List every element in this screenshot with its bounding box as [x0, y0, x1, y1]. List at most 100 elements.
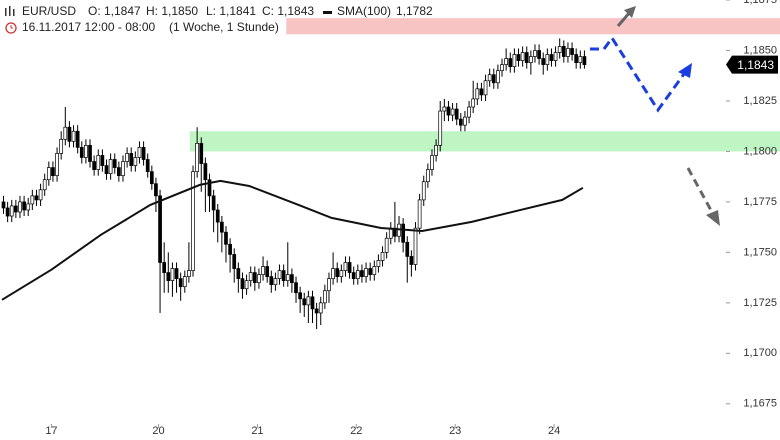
candle-body	[121, 161, 125, 177]
candle-body	[545, 54, 550, 65]
candle-body	[236, 268, 241, 279]
projection-arrows	[590, 6, 720, 226]
candle-body	[100, 155, 105, 166]
candle-body	[104, 165, 109, 174]
candle-body	[125, 153, 129, 162]
candle-body	[421, 181, 426, 201]
y-tick-label: 1,1700	[743, 347, 777, 359]
candle-body	[199, 143, 204, 164]
candle-body	[71, 130, 76, 142]
candle-body	[458, 118, 463, 126]
candle-body	[211, 195, 216, 211]
candle-body	[463, 116, 467, 126]
candle-body	[92, 161, 96, 170]
candle-body	[67, 126, 72, 142]
candle-body	[302, 298, 307, 306]
candle-body	[541, 58, 546, 65]
low-label: L: 1,1841	[206, 4, 256, 18]
sma-value: 1,1782	[396, 4, 433, 18]
candle-body	[79, 147, 84, 158]
candle-body	[88, 145, 92, 162]
candle-body	[248, 272, 253, 281]
candle-body	[380, 252, 385, 261]
candle-body	[508, 58, 513, 67]
candle-body	[314, 308, 319, 314]
candle-body	[516, 54, 521, 61]
zone	[189, 131, 780, 152]
high-label: H: 1,1850	[146, 4, 198, 18]
y-tick-label: 1,1750	[743, 246, 777, 258]
candle-body	[117, 167, 121, 177]
candle-body	[438, 110, 443, 146]
candle-body	[277, 270, 282, 279]
candle-body	[215, 209, 220, 223]
candle-body	[191, 171, 195, 271]
candle-body	[240, 278, 245, 290]
candle-body	[252, 272, 257, 284]
last-price-marker	[726, 55, 778, 74]
candle-body	[220, 221, 224, 233]
candle-body	[512, 54, 517, 67]
candle-body	[384, 237, 389, 253]
candle-body	[360, 270, 364, 277]
candle-body	[5, 207, 10, 217]
candle-body	[442, 106, 447, 112]
y-tick-label: 1,1675	[743, 398, 777, 410]
x-tick-label: 21	[251, 425, 263, 437]
candle-body	[294, 282, 298, 294]
candle-body	[409, 256, 414, 265]
candle-body	[417, 199, 422, 229]
candle-body	[232, 254, 237, 269]
candle-body	[355, 270, 360, 279]
candle-body	[533, 50, 537, 57]
candle-body	[84, 145, 88, 158]
candle-body	[51, 167, 55, 177]
candle-body	[1, 201, 6, 209]
x-tick-label: 24	[548, 425, 560, 437]
candle-body	[467, 106, 471, 118]
candle-body	[368, 268, 373, 275]
candle-body	[405, 241, 410, 257]
candle-body	[413, 227, 418, 265]
candle-body	[145, 159, 150, 172]
y-tick-label: 1,1775	[743, 196, 777, 208]
y-tick-label: 1,1875	[743, 0, 777, 6]
candle-body	[203, 163, 208, 181]
candle-body	[549, 54, 554, 61]
candle-body	[310, 296, 315, 310]
y-tick-label: 1,1850	[743, 44, 777, 56]
sma-line	[1, 179, 584, 301]
candle-body	[520, 52, 525, 61]
candle-body	[376, 260, 381, 267]
candle-body	[496, 70, 500, 84]
candle-body	[38, 189, 43, 201]
x-tick-label: 22	[350, 425, 362, 437]
candle-body	[347, 262, 352, 273]
candle-body	[479, 88, 484, 96]
candle-body	[475, 88, 480, 100]
candle-body	[244, 280, 249, 290]
candle-body	[557, 46, 562, 53]
candle-body	[178, 278, 183, 288]
candle-body	[154, 183, 158, 197]
candle-body	[372, 266, 377, 275]
interval: (1 Woche, 1 Stunde)	[169, 20, 279, 34]
candle-body	[327, 278, 331, 292]
candle-body	[59, 138, 64, 154]
candle-body	[401, 223, 405, 243]
candle-body	[228, 243, 232, 255]
candle-body	[426, 169, 430, 183]
candle-body	[285, 274, 290, 281]
candle-body	[504, 58, 508, 65]
candle-body	[430, 155, 434, 170]
candle-body	[537, 50, 541, 59]
candle-body	[158, 195, 162, 263]
candle-body	[553, 52, 558, 61]
candle-body	[339, 270, 344, 277]
candle-body	[298, 292, 302, 300]
candle-body	[331, 268, 335, 279]
candle-body	[75, 130, 80, 148]
y-tick-label: 1,1825	[743, 95, 777, 107]
